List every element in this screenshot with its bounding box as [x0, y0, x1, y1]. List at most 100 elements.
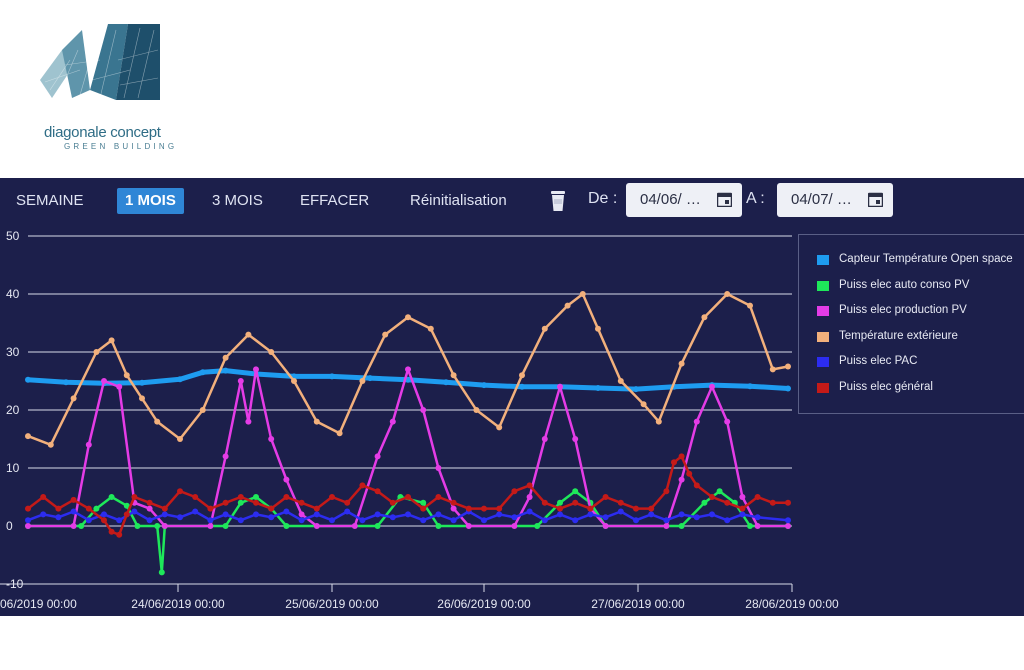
- x-tick-label: 06/2019 00:00: [0, 597, 77, 611]
- data-point: [253, 366, 259, 373]
- data-point: [511, 523, 518, 529]
- legend-swatch: [817, 306, 829, 316]
- btn-3-mois[interactable]: 3 MOIS: [212, 192, 263, 209]
- data-point: [298, 517, 305, 524]
- data-point: [389, 418, 396, 425]
- btn-effacer[interactable]: EFFACER: [300, 192, 370, 209]
- logo-tagline: GREEN BUILDING: [64, 142, 178, 151]
- data-point: [283, 476, 290, 483]
- data-point: [481, 517, 487, 524]
- to-date-input[interactable]: 04/07/ …: [777, 183, 893, 217]
- data-point: [207, 517, 214, 524]
- data-point: [101, 511, 107, 518]
- data-point: [427, 325, 434, 332]
- data-point: [541, 436, 548, 442]
- data-point: [496, 424, 503, 431]
- data-point: [161, 523, 168, 529]
- data-point: [602, 523, 609, 529]
- data-point: [207, 523, 214, 529]
- data-point: [557, 499, 563, 506]
- data-point: [602, 514, 609, 521]
- data-point: [655, 418, 662, 425]
- from-date-input[interactable]: 04/06/ …: [626, 183, 742, 217]
- legend-label: Capteur Température Open space: [839, 253, 1013, 265]
- btn-1-mois[interactable]: 1 MOIS: [117, 188, 184, 214]
- data-point: [146, 505, 153, 512]
- data-point: [253, 494, 259, 500]
- data-point: [686, 470, 693, 477]
- logo-name: diagonale concept: [44, 124, 161, 141]
- data-point: [526, 482, 533, 489]
- data-point: [739, 511, 746, 518]
- data-point: [724, 517, 731, 524]
- data-point: [25, 433, 31, 440]
- data-point: [420, 499, 427, 506]
- data-point: [199, 369, 206, 376]
- dashboard-screen: SEMAINE 1 MOIS 3 MOIS EFFACER Réinitiali…: [0, 178, 1024, 616]
- chart-legend: Capteur Température Open space Puiss elec…: [798, 234, 1024, 414]
- data-point: [389, 514, 396, 521]
- data-point: [541, 499, 548, 506]
- legend-swatch: [817, 255, 829, 265]
- data-point: [25, 505, 31, 512]
- data-point: [435, 494, 442, 500]
- data-point: [785, 363, 791, 370]
- data-point: [101, 517, 107, 524]
- company-logo: diagonale concept GREEN BUILDING: [20, 20, 180, 160]
- data-point: [367, 375, 373, 382]
- data-point: [131, 508, 138, 515]
- data-point: [648, 511, 655, 518]
- data-point: [785, 499, 791, 506]
- data-point: [420, 407, 427, 413]
- data-point: [678, 360, 685, 367]
- data-point: [526, 508, 533, 515]
- data-point: [564, 302, 571, 309]
- data-point: [161, 511, 168, 518]
- data-point: [693, 514, 700, 521]
- data-point: [450, 517, 457, 524]
- data-point: [108, 494, 115, 500]
- data-point: [572, 517, 579, 524]
- data-point: [298, 499, 305, 506]
- data-point: [435, 511, 442, 518]
- data-point: [101, 378, 107, 384]
- data-point: [519, 372, 525, 379]
- data-point: [382, 331, 389, 338]
- data-point: [139, 395, 145, 402]
- btn-semaine[interactable]: SEMAINE: [16, 192, 84, 209]
- data-point: [222, 354, 229, 361]
- data-point: [268, 349, 275, 355]
- data-point: [587, 505, 594, 512]
- data-point: [633, 505, 639, 512]
- trash-icon[interactable]: [550, 190, 566, 212]
- data-point: [541, 325, 548, 332]
- data-point: [785, 523, 791, 529]
- data-point: [595, 325, 601, 332]
- data-point: [450, 505, 457, 512]
- data-point: [435, 523, 442, 529]
- data-point: [222, 453, 229, 460]
- data-point: [25, 376, 31, 383]
- calendar-icon[interactable]: [717, 192, 732, 207]
- data-point: [177, 376, 183, 383]
- data-point: [754, 523, 761, 529]
- data-point: [678, 476, 685, 483]
- data-point: [329, 373, 335, 380]
- data-point: [47, 441, 54, 448]
- data-point: [222, 499, 229, 506]
- data-point: [359, 517, 366, 524]
- series-5: [25, 453, 791, 538]
- data-point: [724, 418, 731, 425]
- data-point: [359, 482, 366, 489]
- data-point: [336, 430, 343, 437]
- data-point: [678, 511, 685, 518]
- data-point: [465, 505, 472, 512]
- data-point: [70, 395, 77, 402]
- data-point: [671, 459, 677, 466]
- data-point: [534, 523, 541, 529]
- btn-reinitialisation[interactable]: Réinitialisation: [410, 192, 507, 209]
- data-point: [701, 314, 708, 321]
- data-point: [237, 494, 244, 500]
- calendar-icon[interactable]: [868, 192, 883, 207]
- data-point: [557, 511, 563, 518]
